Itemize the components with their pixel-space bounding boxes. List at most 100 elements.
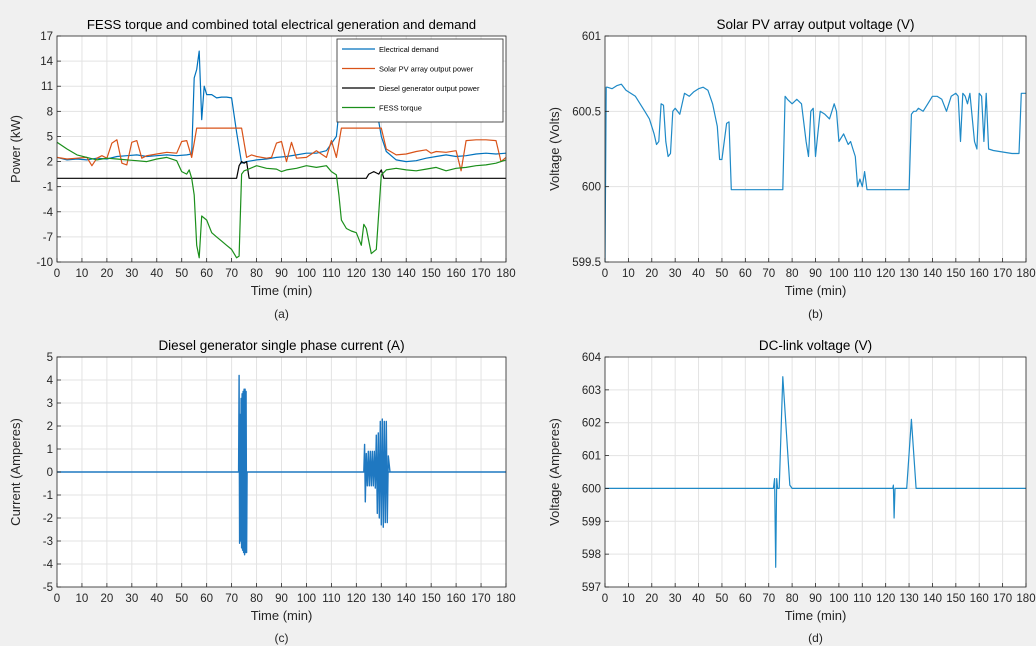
x-tick-label: 10	[76, 268, 89, 280]
x-tick-label: 120	[347, 268, 366, 280]
x-tick-label: 20	[100, 268, 113, 280]
chart-panel-c: 0 10 20 30 40 50 60 70 80 90 100 110 120 130 140 150 160…	[8, 338, 516, 645]
x-tick-label: 70	[762, 593, 775, 605]
y-tick-label: -10	[36, 257, 53, 269]
x-tick-label: 40	[150, 593, 163, 605]
y-tick-label: 8	[47, 106, 53, 118]
y-tick-label: 598	[582, 549, 601, 561]
x-tick-label: 60	[200, 593, 213, 605]
x-tick-label: 110	[853, 593, 871, 605]
legend: Electrical demand Solar PV array output p…	[336, 38, 504, 123]
x-tick-label: 40	[692, 268, 705, 280]
legend-entry: FESS torque	[379, 104, 422, 113]
x-tick-label: 160	[970, 268, 989, 280]
x-tick-label: 100	[297, 268, 316, 280]
y-tick-label: 604	[582, 352, 602, 364]
x-tick-label: 20	[645, 268, 658, 280]
x-tick-label: 0	[54, 268, 60, 280]
x-tick-label: 30	[125, 268, 138, 280]
panel-caption: (d)	[808, 631, 823, 645]
x-tick-label: 50	[175, 268, 188, 280]
x-tick-label: 150	[422, 268, 441, 280]
x-tick-label: 0	[602, 593, 608, 605]
y-tick-label: 14	[40, 56, 53, 68]
x-tick-label: 120	[876, 268, 895, 280]
legend-entry: Electrical demand	[379, 45, 439, 54]
y-tick-label: 1	[47, 444, 53, 456]
x-tick-label: 30	[669, 268, 682, 280]
y-tick-label: 3	[47, 398, 53, 410]
y-tick-label: -1	[43, 490, 53, 502]
y-tick-label: -3	[43, 536, 53, 548]
y-tick-label: 597	[582, 582, 601, 594]
x-tick-label: 80	[786, 268, 799, 280]
series-line-diesel-generator-output-power	[57, 161, 506, 179]
x-tick-label: 130	[372, 593, 391, 605]
legend-entry: Solar PV array output power	[379, 65, 474, 74]
x-tick-label: 60	[200, 268, 213, 280]
series-line-fess-torque	[57, 141, 506, 259]
y-axis-label: Voltage (Amperes)	[547, 418, 562, 526]
x-tick-label: 140	[923, 593, 942, 605]
legend-entry: Diesel generator output power	[379, 84, 480, 93]
x-tick-label: 180	[1016, 593, 1035, 605]
x-axis-label: Time (min)	[785, 608, 847, 623]
x-tick-label: 130	[372, 268, 391, 280]
chart-panel-d: 0 10 20 30 40 50 60 70 80 90 100 110 120 130 140 150 160…	[547, 338, 1036, 645]
y-tick-label: 601	[582, 31, 601, 43]
chart-panel-a: 0 10 20 30 40 50 60 70 80 90 100 110 120 130 140 150 160…	[8, 17, 516, 321]
y-tick-label: -2	[43, 513, 53, 525]
y-tick-label: 5	[47, 131, 53, 143]
x-tick-label: 140	[923, 268, 942, 280]
x-tick-label: 150	[946, 268, 965, 280]
x-tick-label: 40	[150, 268, 163, 280]
y-tick-label: 600	[582, 182, 601, 194]
series-line-1	[363, 418, 391, 528]
series-line-0	[605, 83, 1026, 262]
x-tick-label: 170	[471, 593, 490, 605]
y-tick-label: -4	[43, 207, 54, 219]
x-tick-label: 150	[422, 593, 441, 605]
x-tick-label: 170	[993, 268, 1012, 280]
x-tick-label: 110	[322, 268, 340, 280]
x-tick-label: 180	[1016, 268, 1035, 280]
x-axis-label: Time (min)	[251, 283, 313, 298]
x-tick-label: 60	[739, 593, 752, 605]
x-tick-label: 110	[322, 593, 340, 605]
y-tick-label: 5	[47, 352, 53, 364]
x-tick-label: 90	[809, 268, 822, 280]
x-axis-label: Time (min)	[785, 283, 847, 298]
x-tick-label: 70	[225, 268, 238, 280]
x-tick-label: 10	[622, 593, 635, 605]
x-tick-label: 150	[946, 593, 965, 605]
x-tick-label: 130	[899, 268, 918, 280]
x-tick-label: 80	[250, 268, 263, 280]
x-tick-label: 10	[622, 268, 635, 280]
x-tick-label: 140	[397, 593, 416, 605]
x-tick-label: 70	[762, 268, 775, 280]
series-line-electrical-demand	[57, 50, 506, 164]
x-axis-label: Time (min)	[251, 608, 313, 623]
x-tick-label: 70	[225, 593, 238, 605]
x-tick-label: 50	[716, 268, 729, 280]
y-tick-label: 11	[41, 81, 53, 93]
x-tick-label: 130	[899, 593, 918, 605]
x-tick-label: 90	[275, 593, 288, 605]
y-tick-label: -5	[43, 582, 53, 594]
chart-title: FESS torque and combined total electrica…	[87, 17, 476, 32]
x-tick-label: 50	[716, 593, 729, 605]
series-line-solar-pv-array-output-power	[57, 127, 506, 172]
x-tick-label: 170	[993, 593, 1012, 605]
x-tick-label: 20	[100, 593, 113, 605]
x-tick-label: 0	[602, 268, 608, 280]
series-line-0	[57, 374, 506, 556]
x-tick-label: 50	[175, 593, 188, 605]
x-tick-label: 80	[786, 593, 799, 605]
x-tick-label: 40	[692, 593, 705, 605]
x-tick-label: 100	[829, 593, 848, 605]
x-tick-label: 20	[645, 593, 658, 605]
y-tick-label: 603	[582, 385, 601, 397]
x-tick-label: 180	[496, 268, 515, 280]
x-tick-label: 30	[125, 593, 138, 605]
